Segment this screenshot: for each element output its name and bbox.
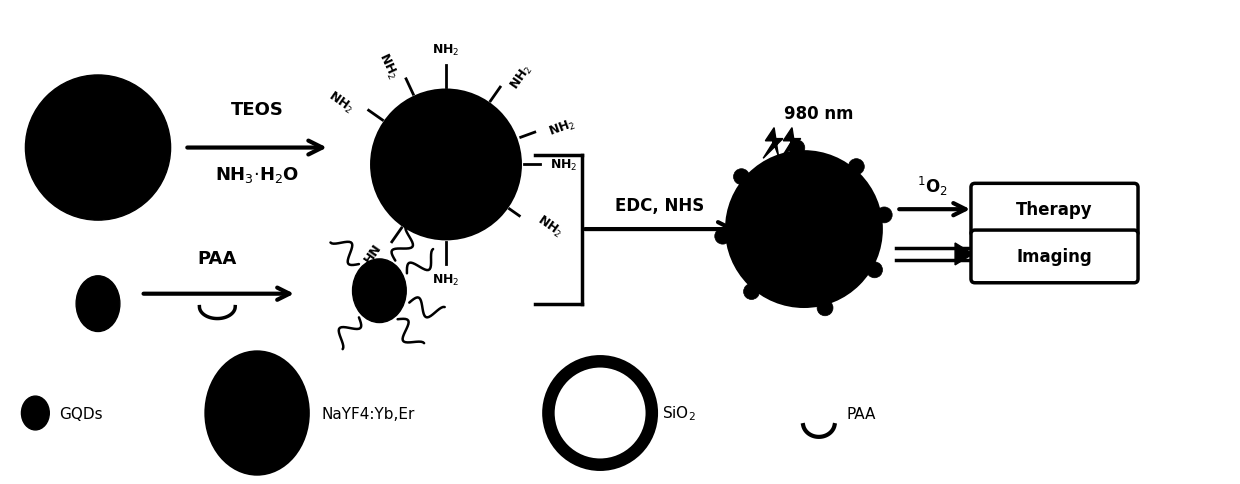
Circle shape — [867, 262, 883, 278]
Circle shape — [848, 159, 864, 175]
Circle shape — [372, 91, 521, 240]
Text: HN: HN — [362, 241, 384, 265]
Text: NH$_2$: NH$_2$ — [325, 89, 356, 117]
Text: NaYF4:Yb,Er: NaYF4:Yb,Er — [321, 406, 415, 421]
Polygon shape — [955, 243, 973, 265]
Circle shape — [727, 152, 882, 307]
Text: 980 nm: 980 nm — [784, 105, 853, 122]
Circle shape — [789, 141, 805, 156]
Text: NH$_2$: NH$_2$ — [374, 51, 399, 82]
Text: SiO$_2$: SiO$_2$ — [662, 404, 696, 423]
Polygon shape — [781, 128, 801, 159]
Text: NH$_2$: NH$_2$ — [433, 272, 460, 287]
Text: NH$_3$$\cdot$H$_2$O: NH$_3$$\cdot$H$_2$O — [215, 165, 299, 185]
Text: EDC, NHS: EDC, NHS — [615, 197, 704, 215]
Ellipse shape — [352, 259, 407, 323]
Polygon shape — [763, 128, 782, 159]
Text: Therapy: Therapy — [1017, 201, 1092, 219]
Text: NH$_2$: NH$_2$ — [547, 117, 578, 140]
FancyBboxPatch shape — [971, 184, 1138, 237]
Text: NH$_2$: NH$_2$ — [534, 212, 565, 241]
Text: PAA: PAA — [197, 249, 237, 267]
Ellipse shape — [21, 396, 50, 430]
Ellipse shape — [76, 276, 120, 332]
Circle shape — [744, 284, 759, 300]
Text: NH$_2$: NH$_2$ — [433, 43, 460, 58]
Text: TEOS: TEOS — [231, 101, 284, 119]
Text: NH$_2$: NH$_2$ — [507, 62, 536, 93]
Circle shape — [714, 229, 730, 244]
Circle shape — [817, 300, 833, 316]
Circle shape — [734, 169, 749, 185]
Text: GQDs: GQDs — [60, 406, 103, 421]
Text: $^1$O$_2$: $^1$O$_2$ — [916, 175, 947, 198]
Text: Imaging: Imaging — [1017, 247, 1092, 265]
Text: PAA: PAA — [847, 406, 877, 421]
Circle shape — [548, 362, 652, 465]
Text: NH$_2$: NH$_2$ — [551, 158, 578, 173]
FancyBboxPatch shape — [971, 230, 1138, 283]
Ellipse shape — [206, 352, 309, 475]
Circle shape — [26, 76, 171, 221]
Circle shape — [877, 208, 893, 224]
